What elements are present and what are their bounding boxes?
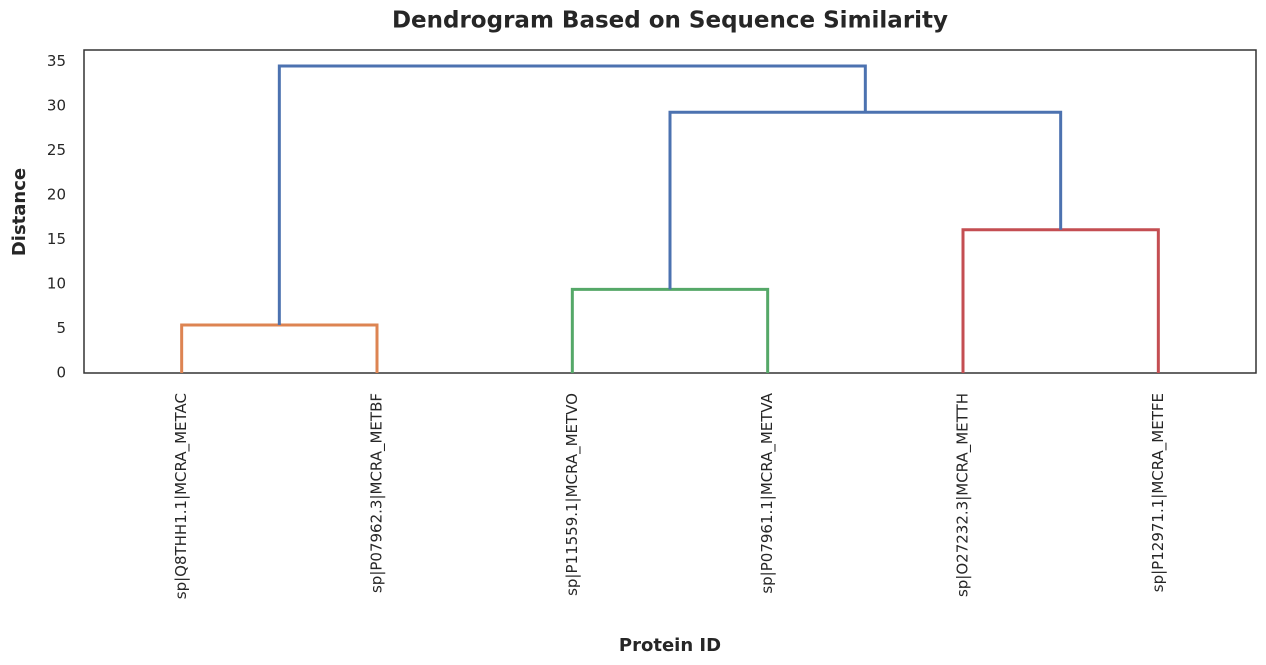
- plot-frame: [83, 49, 1257, 374]
- y-tick-label: 5: [56, 319, 66, 337]
- y-tick-label: 30: [47, 97, 66, 115]
- dendrogram-link: [570, 287, 770, 373]
- chart-title: Dendrogram Based on Sequence Similarity: [392, 8, 948, 34]
- dendrogram-link: [277, 64, 867, 325]
- y-tick-label: 10: [47, 275, 66, 293]
- y-axis-label: Distance: [9, 168, 30, 256]
- x-tick-label: sp|Q8THH1.1|MCRA_METAC: [172, 393, 191, 599]
- x-tick-label: sp|P11559.1|MCRA_METVO: [563, 393, 582, 596]
- x-axis-label: Protein ID: [619, 635, 721, 656]
- y-tick-label: 15: [47, 230, 66, 248]
- x-tick-label: sp|O27232.3|MCRA_METTH: [954, 393, 973, 597]
- y-tick-label: 35: [47, 52, 66, 70]
- y-tick-label: 0: [56, 364, 66, 382]
- x-tick-label: sp|P12971.1|MCRA_METFE: [1149, 393, 1168, 592]
- y-tick-label: 20: [47, 186, 66, 204]
- x-tick-label: sp|P07962.3|MCRA_METBF: [368, 393, 387, 593]
- dendrogram-link: [961, 228, 1160, 373]
- dendrogram-link: [180, 323, 379, 373]
- x-tick-label: sp|P07961.1|MCRA_METVA: [758, 392, 777, 593]
- y-tick-label: 25: [47, 141, 66, 159]
- dendrogram-link: [668, 110, 1063, 290]
